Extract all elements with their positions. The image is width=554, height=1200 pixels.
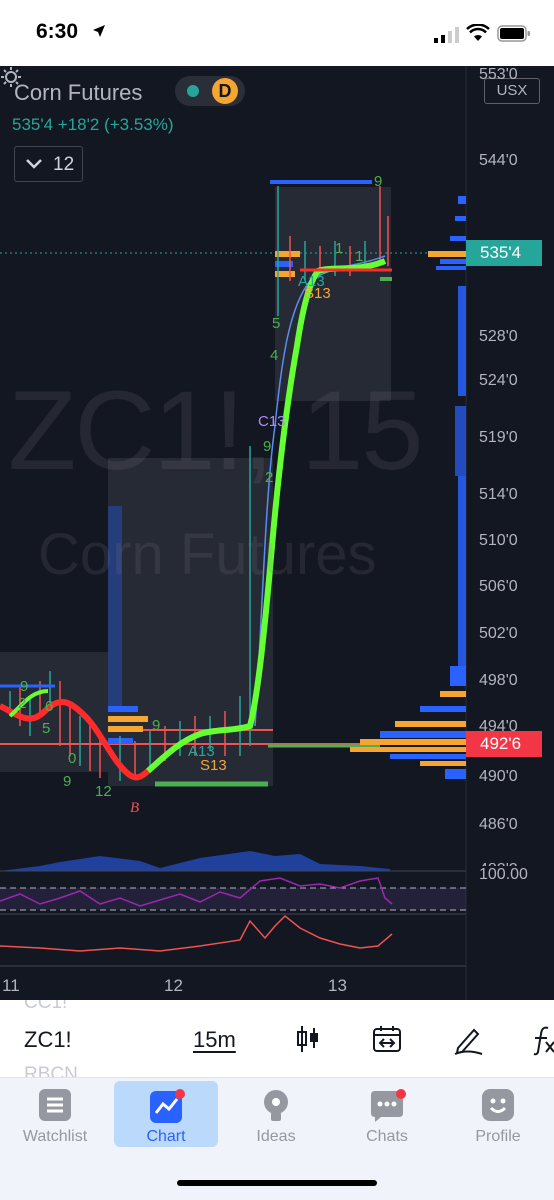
chevron-down-icon bbox=[26, 159, 42, 169]
indicator-line bbox=[0, 914, 393, 952]
annotation-label: 9 bbox=[63, 773, 71, 790]
chart-canvas[interactable]: 9 2 5 6 0 9 12 B 9 A13 S13 C13 9 2 1 5 4… bbox=[0, 66, 554, 1000]
watermark-name: Corn Futures bbox=[38, 522, 377, 587]
annotation-label: 2 bbox=[18, 695, 26, 712]
price-axis-label: 502'0 bbox=[479, 625, 518, 642]
battery-icon bbox=[497, 25, 530, 42]
chart-area[interactable]: 9 2 5 6 0 9 12 B 9 A13 S13 C13 9 2 1 5 4… bbox=[0, 66, 554, 1000]
gear-icon[interactable] bbox=[0, 66, 22, 88]
tab-ideas[interactable]: Ideas bbox=[224, 1081, 328, 1147]
tab-chats[interactable]: Chats bbox=[335, 1081, 439, 1147]
annotation-label: 6 bbox=[45, 698, 53, 715]
annotation-label: A13 bbox=[188, 743, 215, 760]
replay-icon[interactable] bbox=[372, 1024, 404, 1054]
annotation-label: 9 bbox=[20, 678, 28, 695]
price-axis-label: 524'0 bbox=[479, 372, 518, 389]
wifi-icon bbox=[466, 24, 490, 41]
annotation-label: 1 bbox=[355, 248, 363, 265]
price-axis-label: 553'0 bbox=[479, 66, 518, 83]
symbol-picker[interactable]: ZC1! bbox=[24, 1027, 72, 1052]
price-axis-label: 510'0 bbox=[479, 532, 518, 549]
tab-label: Chart bbox=[146, 1128, 186, 1145]
time-axis-label: 12 bbox=[164, 976, 183, 995]
chart-icon bbox=[150, 1089, 185, 1123]
annotation-label: 12 bbox=[95, 783, 112, 800]
location-arrow-icon bbox=[93, 25, 105, 37]
collapse-indicators-button[interactable]: 12 bbox=[14, 146, 83, 182]
market-open-dot-icon bbox=[187, 85, 199, 97]
price-axis-label: 544'0 bbox=[479, 152, 518, 169]
candles-icon[interactable] bbox=[296, 1024, 320, 1054]
status-time: 6:30 bbox=[36, 20, 79, 43]
baseline-down-line bbox=[0, 699, 150, 781]
next-symbol[interactable]: RBCN bbox=[24, 1064, 78, 1078]
price-axis-label: 486'0 bbox=[479, 816, 518, 833]
watermark-symbol: ZC1!, 15 bbox=[8, 368, 424, 493]
chat-icon bbox=[371, 1089, 406, 1122]
price-axis-label: 490'0 bbox=[479, 768, 518, 785]
tab-label: Watchlist bbox=[22, 1128, 88, 1145]
annotation-label: 9 bbox=[152, 717, 160, 734]
rsi-line bbox=[0, 877, 393, 907]
tab-label: Profile bbox=[475, 1128, 521, 1145]
price-axis-label: 528'0 bbox=[479, 328, 518, 345]
currency-label[interactable]: USX bbox=[484, 78, 540, 104]
prev-symbol[interactable]: CC1! bbox=[24, 1000, 68, 1013]
symbol-title[interactable]: Corn Futures bbox=[14, 80, 143, 105]
time-axis-label: 13 bbox=[328, 976, 347, 995]
annotation-label: C13 bbox=[258, 413, 286, 430]
home-indicator bbox=[177, 1180, 377, 1186]
annotation-label: 5 bbox=[272, 315, 280, 332]
annotation-label: S13 bbox=[304, 285, 331, 302]
tab-label: Ideas bbox=[256, 1128, 296, 1145]
price-axis-label: 494'0 bbox=[479, 718, 518, 735]
smile-icon bbox=[482, 1089, 514, 1121]
style-badge: D bbox=[212, 78, 238, 104]
price-axis-label: 506'0 bbox=[479, 578, 518, 595]
drawing-pen-icon[interactable] bbox=[452, 1024, 484, 1056]
baseline-up-line bbox=[146, 258, 387, 774]
bulb-icon bbox=[264, 1090, 288, 1121]
price-axis-label: 498'0 bbox=[479, 672, 518, 689]
annotation-label: 5 bbox=[42, 720, 50, 737]
tab-chart[interactable]: Chart bbox=[114, 1081, 218, 1147]
red-price-tag: 492'6 bbox=[466, 731, 542, 757]
annotation-label: B bbox=[130, 800, 139, 816]
annotation-label: 9 bbox=[374, 173, 382, 190]
baseline-up-line bbox=[8, 689, 49, 718]
last-price-tag: 535'4 bbox=[466, 240, 542, 266]
market-status-toggle[interactable]: D bbox=[175, 76, 245, 106]
price-axis-label: 514'0 bbox=[479, 486, 518, 503]
oscillator-scale-label: 100.00 bbox=[479, 866, 528, 884]
tab-profile[interactable]: Profile bbox=[446, 1081, 550, 1147]
tab-watchlist[interactable]: Watchlist bbox=[3, 1081, 107, 1147]
annotation-label: 9 bbox=[263, 438, 271, 455]
annotation-label: 4 bbox=[270, 347, 278, 364]
fx-icon[interactable] bbox=[532, 1024, 554, 1056]
rsi-band bbox=[0, 888, 466, 910]
interval-picker[interactable]: 15m bbox=[193, 1027, 236, 1052]
tab-label: Chats bbox=[366, 1128, 408, 1145]
quote-change: 535'4 +18'2 (+3.53%) bbox=[12, 115, 174, 134]
status-bar: 6:30 bbox=[0, 0, 554, 66]
volume-area bbox=[0, 851, 390, 871]
annotation-label: 2 bbox=[265, 469, 273, 486]
price-axis-label: 519'0 bbox=[479, 429, 518, 446]
bottom-tab-bar: Watchlist Chart Ideas Chats Profile bbox=[0, 1078, 554, 1200]
time-axis-label: 11 bbox=[2, 976, 20, 995]
annotation-label: 1 bbox=[335, 240, 343, 257]
annotation-label: S13 bbox=[200, 757, 227, 774]
annotation-label: 0 bbox=[68, 750, 76, 767]
indicator-count: 12 bbox=[53, 154, 75, 175]
annotation-label: A13 bbox=[298, 273, 325, 290]
cell-signal-icon bbox=[434, 27, 459, 43]
chart-toolbar: CC1! ZC1! RBCN 15m bbox=[0, 1000, 554, 1078]
list-icon bbox=[39, 1089, 71, 1121]
